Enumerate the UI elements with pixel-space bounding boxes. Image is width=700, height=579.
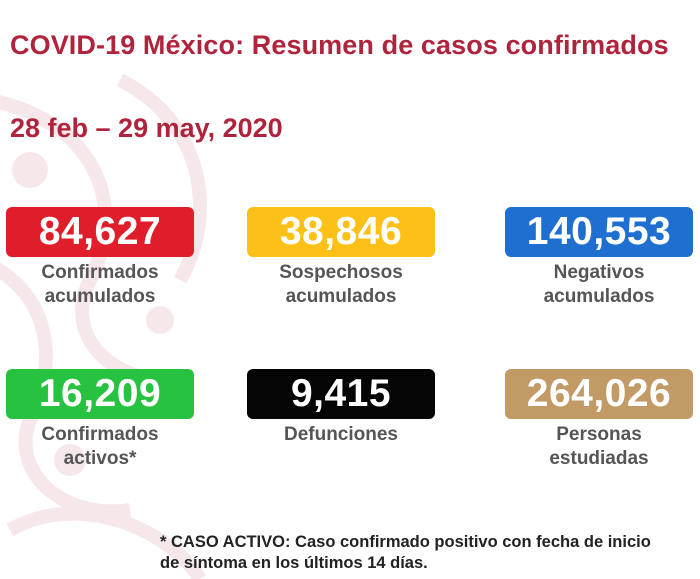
footnote-line2: de síntoma en los últimos 14 días. <box>160 554 428 572</box>
card-label-line1: Personas <box>556 424 642 445</box>
card-label: Personas estudiadas <box>505 423 693 471</box>
footnote-line1: * CASO ACTIVO: Caso confirmado positivo … <box>160 533 651 551</box>
card-label-line1: Confirmados <box>41 262 159 283</box>
card-label-line2: acumulados <box>543 286 655 307</box>
card-label-line1: Defunciones <box>283 424 399 445</box>
card-confirmados-acumulados: 84,627 Confirmados acumulados <box>6 207 194 309</box>
card-label-line1: Negativos <box>553 262 645 283</box>
card-label: Negativos acumulados <box>505 261 693 309</box>
date-range: 28 feb – 29 may, 2020 <box>10 113 283 143</box>
page-title: COVID-19 México: Resumen de casos confir… <box>10 30 669 60</box>
card-negativos-acumulados: 140,553 Negativos acumulados <box>505 207 693 309</box>
card-personas-estudiadas: 264,026 Personas estudiadas <box>505 369 693 471</box>
card-label-line2: activos* <box>63 448 137 469</box>
card-defunciones: 9,415 Defunciones <box>247 369 435 447</box>
card-label-line2: estudiadas <box>549 448 649 469</box>
card-label-line1: Sospechosos <box>279 262 403 283</box>
value-badge: 16,209 <box>6 369 194 419</box>
value-badge: 140,553 <box>505 207 693 257</box>
value-badge: 264,026 <box>505 369 693 419</box>
value-badge: 84,627 <box>6 207 194 257</box>
footnote: * CASO ACTIVO: Caso confirmado positivo … <box>160 532 700 574</box>
card-label: Confirmados activos* <box>6 423 194 471</box>
card-label: Sospechosos acumulados <box>247 261 435 309</box>
card-label-line2: acumulados <box>44 286 156 307</box>
card-confirmados-activos: 16,209 Confirmados activos* <box>6 369 194 471</box>
card-label: Confirmados acumulados <box>6 261 194 309</box>
card-label: Defunciones <box>247 423 435 447</box>
card-label-line2: acumulados <box>285 286 397 307</box>
card-sospechosos-acumulados: 38,846 Sospechosos acumulados <box>247 207 435 309</box>
value-badge: 38,846 <box>247 207 435 257</box>
card-label-line1: Confirmados <box>41 424 159 445</box>
value-badge: 9,415 <box>247 369 435 419</box>
